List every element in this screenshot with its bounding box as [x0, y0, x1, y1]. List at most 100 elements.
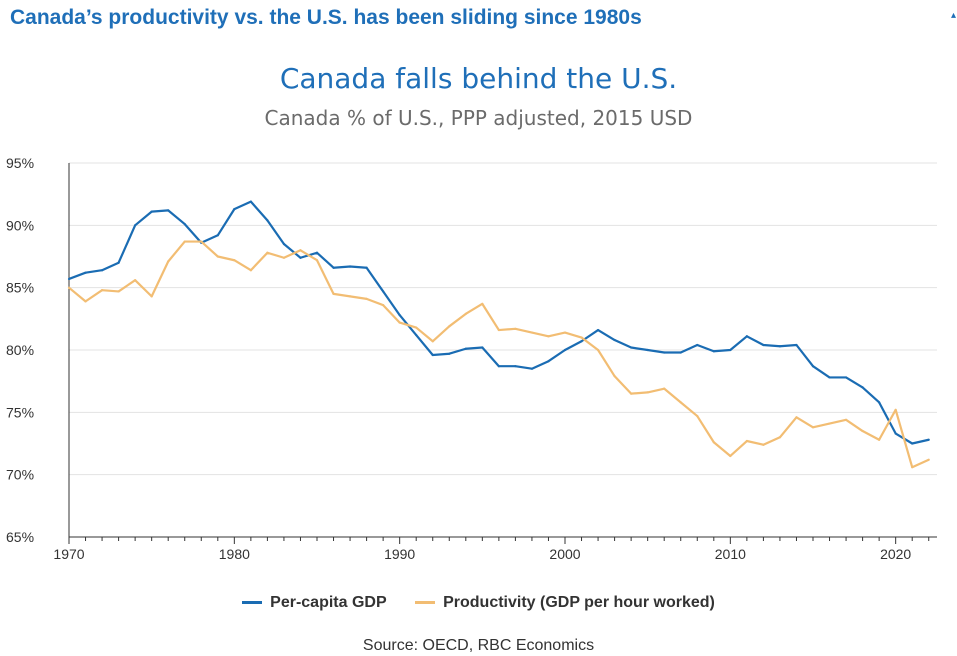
data-point-productivity-1971	[84, 300, 87, 303]
data-point-per-capita-gdp-1977	[183, 222, 186, 226]
y-tick-label-95: 95%	[6, 155, 34, 171]
data-point-per-capita-gdp-1983	[282, 242, 286, 246]
data-point-per-capita-gdp-2014	[795, 343, 798, 347]
data-point-per-capita-gdp-2006	[663, 351, 666, 354]
data-point-per-capita-gdp-2009	[712, 350, 715, 353]
data-point-productivity-1996	[497, 328, 500, 332]
data-point-productivity-1994	[464, 312, 467, 315]
legend-swatch-productivity	[415, 601, 436, 604]
data-point-productivity-2019	[878, 438, 881, 441]
data-point-productivity-1993	[448, 325, 451, 328]
data-point-per-capita-gdp-2020	[894, 432, 897, 435]
data-point-productivity-1999	[547, 335, 550, 338]
chart-subtitle: Canada % of U.S., PPP adjusted, 2015 USD	[264, 106, 693, 130]
data-point-per-capita-gdp-2001	[580, 340, 583, 343]
data-point-per-capita-gdp-2017	[844, 376, 848, 379]
y-tick-label-70: 70%	[6, 467, 34, 483]
data-point-productivity-1976	[167, 260, 170, 263]
data-point-per-capita-gdp-1982	[266, 219, 269, 222]
data-point-productivity-1978	[200, 240, 203, 243]
data-point-per-capita-gdp-1971	[84, 271, 87, 274]
data-point-per-capita-gdp-2007	[679, 351, 682, 354]
chart-title: Canada falls behind the U.S.	[279, 62, 678, 95]
x-tick-label-1970: 1970	[53, 546, 84, 562]
data-point-per-capita-gdp-1980	[233, 208, 236, 211]
legend-swatch-per-capita-gdp	[242, 601, 263, 604]
data-point-productivity-1988	[365, 297, 368, 300]
data-point-per-capita-gdp-1975	[150, 210, 153, 213]
data-point-productivity-1984	[299, 249, 302, 252]
data-point-productivity-1997	[514, 327, 517, 330]
data-point-per-capita-gdp-2003	[613, 338, 616, 342]
data-point-per-capita-gdp-2002	[596, 328, 600, 332]
data-point-per-capita-gdp-1992	[431, 353, 434, 357]
y-tick-label-75: 75%	[6, 404, 34, 420]
data-point-per-capita-gdp-1985	[315, 251, 319, 254]
data-point-per-capita-gdp-1986	[332, 266, 335, 269]
data-point-per-capita-gdp-2012	[762, 343, 765, 347]
data-point-productivity-1972	[100, 289, 104, 292]
x-tick-label-2010: 2010	[715, 546, 746, 562]
data-point-per-capita-gdp-1974	[134, 224, 137, 227]
data-point-per-capita-gdp-1972	[100, 269, 104, 272]
data-point-per-capita-gdp-1991	[415, 333, 418, 337]
y-tick-label-85: 85%	[6, 280, 34, 296]
data-point-per-capita-gdp-2019	[878, 401, 881, 404]
data-point-per-capita-gdp-2015	[811, 365, 815, 368]
data-point-productivity-2018	[861, 429, 864, 433]
data-point-per-capita-gdp-2000	[563, 348, 567, 352]
data-point-productivity-1977	[183, 240, 186, 243]
data-point-productivity-1989	[382, 304, 385, 307]
data-point-productivity-2005	[646, 391, 649, 394]
data-point-productivity-1986	[332, 292, 335, 295]
data-point-productivity-2010	[729, 454, 732, 458]
data-point-per-capita-gdp-1979	[216, 234, 219, 237]
data-point-per-capita-gdp-1987	[348, 265, 352, 268]
data-point-productivity-1998	[530, 331, 534, 334]
data-point-productivity-2014	[795, 416, 798, 419]
data-point-productivity-1983	[282, 256, 286, 259]
data-point-productivity-2016	[828, 422, 831, 425]
data-point-per-capita-gdp-1973	[117, 261, 120, 264]
data-point-per-capita-gdp-1981	[249, 200, 252, 203]
x-tick-label-2020: 2020	[880, 546, 911, 562]
data-point-per-capita-gdp-1999	[547, 360, 550, 363]
data-point-productivity-2020	[894, 408, 897, 411]
series-line-per-capita-gdp	[68, 200, 929, 445]
data-point-productivity-1970	[67, 286, 71, 289]
data-point-per-capita-gdp-2010	[729, 348, 732, 352]
data-point-productivity-1995	[481, 302, 484, 305]
legend-label-per-capita-gdp: Per-capita GDP	[270, 593, 387, 611]
data-point-productivity-2022	[927, 458, 930, 461]
legend-item-productivity: Productivity (GDP per hour worked)	[415, 594, 715, 612]
data-point-per-capita-gdp-1989	[382, 290, 385, 293]
data-point-productivity-2009	[712, 441, 715, 444]
data-point-per-capita-gdp-2021	[911, 442, 914, 445]
data-point-per-capita-gdp-2004	[630, 346, 633, 349]
data-point-productivity-2012	[762, 443, 765, 446]
data-point-productivity-1982	[266, 251, 269, 254]
data-point-productivity-2011	[745, 439, 748, 443]
data-point-per-capita-gdp-2013	[778, 345, 782, 348]
data-point-productivity-1979	[216, 255, 219, 258]
series-line-productivity	[68, 240, 930, 469]
data-point-productivity-2006	[663, 387, 666, 390]
data-point-per-capita-gdp-2016	[828, 376, 831, 379]
data-point-per-capita-gdp-1994	[464, 347, 467, 350]
y-tick-label-90: 90%	[6, 217, 34, 233]
legend-item-per-capita-gdp: Per-capita GDP	[242, 593, 387, 612]
y-tick-label-80: 80%	[6, 342, 34, 358]
data-point-per-capita-gdp-1997	[514, 365, 517, 368]
data-point-productivity-2007	[679, 401, 682, 404]
data-point-productivity-2003	[613, 375, 616, 378]
data-point-productivity-1992	[431, 340, 434, 343]
data-point-productivity-2015	[811, 426, 815, 429]
data-point-per-capita-gdp-1970	[67, 277, 71, 281]
source-note: Source: OECD, RBC Economics	[362, 637, 595, 654]
data-point-per-capita-gdp-1993	[448, 352, 451, 355]
legend-label-productivity: Productivity (GDP per hour worked)	[443, 593, 715, 611]
data-point-per-capita-gdp-2018	[861, 386, 864, 389]
x-tick-label-1990: 1990	[384, 546, 415, 562]
data-point-productivity-1973	[117, 290, 120, 293]
data-point-per-capita-gdp-1988	[365, 266, 368, 269]
